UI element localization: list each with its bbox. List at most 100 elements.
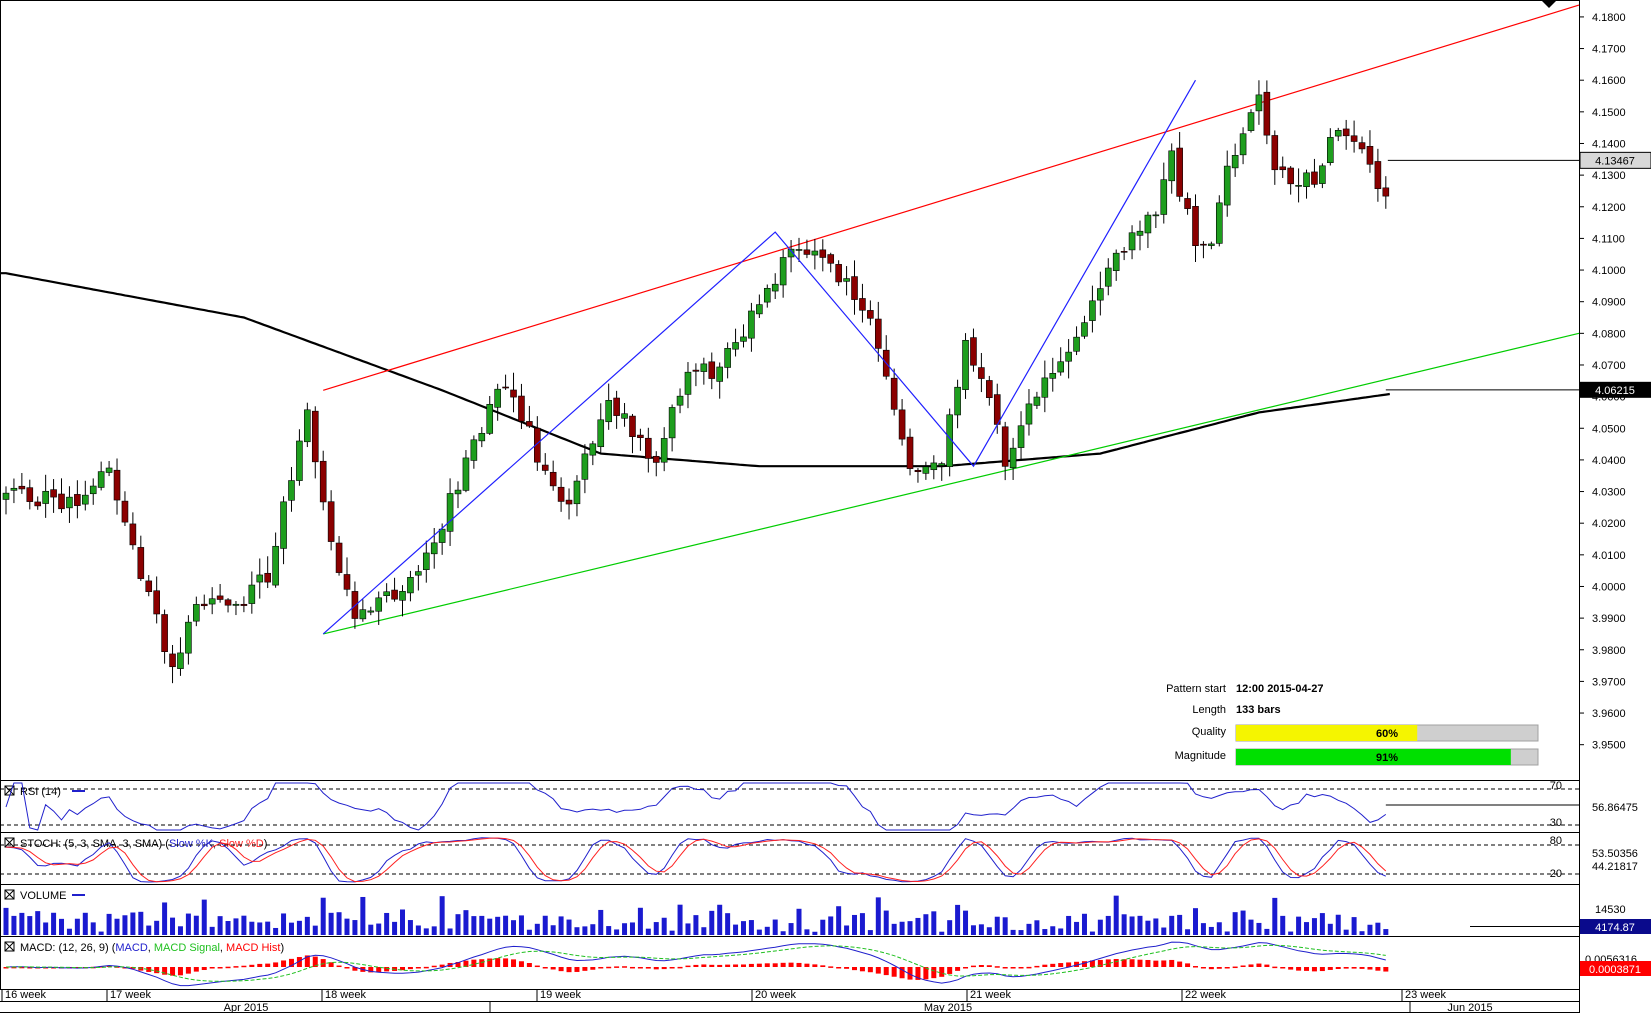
candle [732,328,739,357]
macd-line [5,941,1386,987]
week-label: 20 week [755,989,796,1001]
macd-hist-bar [590,967,596,970]
volume-bar [1121,914,1127,935]
volume-bar [1089,931,1095,935]
candle [50,479,57,513]
candle [193,596,200,627]
macd-hist-bar [836,967,842,969]
candle [208,587,216,615]
volume-bar [701,927,707,935]
magnitude-value: 91% [1376,752,1398,764]
volume-bar [106,913,112,935]
candle [1009,437,1017,480]
volume-bar [518,915,524,935]
candle [272,532,279,588]
macd-hist-bar [415,967,421,969]
candle [1041,360,1049,413]
macd-hist-bar [566,967,572,973]
volume-bar [1375,922,1381,935]
macd-hist-bar [1129,959,1135,967]
candle [26,479,34,510]
candle [1089,285,1096,333]
length-label: Length [1192,704,1226,716]
ma-price-label: 4.06215 [1595,385,1635,397]
volume-bar [35,911,41,935]
volume-bar [677,904,683,935]
candle [851,260,858,315]
candle [962,333,969,399]
pattern-start-value: 12:00 2015-04-27 [1236,683,1323,695]
candle [304,402,311,448]
quality-bar-fill [1236,725,1418,741]
candle [1271,130,1279,185]
candle [835,260,842,287]
rsi-line [5,782,1387,831]
price-tick-label: 4.0500 [1592,423,1626,435]
stoch-level-80: 80 [1550,835,1562,847]
candle [1327,128,1334,166]
scroll-marker-icon[interactable] [1542,1,1556,8]
candle [652,451,660,477]
macd-hist-bar [859,967,865,972]
macd-value-box [1580,961,1651,976]
candle [716,362,724,399]
volume-bar [1050,926,1056,935]
candle [1136,220,1144,251]
candle [1049,357,1057,392]
stoch-level-20: 20 [1550,868,1562,880]
volume-bar [59,918,65,935]
volume-bar [867,930,873,935]
volume-bar [1280,915,1286,935]
candle [1192,194,1199,263]
rsi-level-30: 30 [1550,817,1562,829]
candle [1287,166,1294,195]
volume-bar [98,931,104,935]
candle [811,238,819,270]
candle [1319,163,1326,189]
volume-bar [1296,916,1302,935]
macd-hist-bar [852,967,858,971]
candle [470,435,478,469]
macd-hist-bar [709,964,715,967]
price-tick-label: 3.9500 [1592,740,1626,752]
volume-bar [51,912,57,935]
macd-hist-bar [511,959,517,967]
macd-hist-bar [1288,967,1294,970]
price-tick-label: 3.9700 [1592,676,1626,688]
candle [938,461,946,481]
week-label: 22 week [1185,989,1226,1001]
volume-bar [764,926,770,935]
volume-bar [907,921,913,935]
candle [1168,143,1176,194]
price-tick-label: 4.1600 [1592,75,1626,87]
macd-hist-bar [1216,967,1222,969]
macd-hist-bar [423,966,429,969]
macd-hist-bar [669,967,675,969]
candle [2,486,10,515]
candle [1374,148,1382,202]
candle [970,328,977,372]
volume-bar [249,921,255,935]
candle [518,383,525,430]
volume-bar [772,919,778,935]
price-tick-label: 4.1000 [1592,265,1626,277]
volume-bar [852,914,858,935]
volume-panel: VOLUME 14530 4174.87 [0,884,1651,937]
candle [637,428,644,451]
stoch-d-line [5,837,1387,883]
candle [137,535,145,581]
volume-bar [1327,923,1333,935]
macd-hist-bar [614,966,620,968]
macd-hist-bar [693,964,699,967]
macd-hist-bar [19,966,25,969]
candle [795,237,803,263]
week-label: 17 week [110,989,151,1001]
macd-hist-bar [542,967,548,969]
macd-hist-bar [400,967,405,971]
macd-hist-bar [368,967,374,973]
candle [359,599,367,622]
volume-bar [526,929,532,935]
macd-hist-bar [162,967,168,975]
volume-bar [590,924,596,935]
volume-bar [170,917,176,935]
